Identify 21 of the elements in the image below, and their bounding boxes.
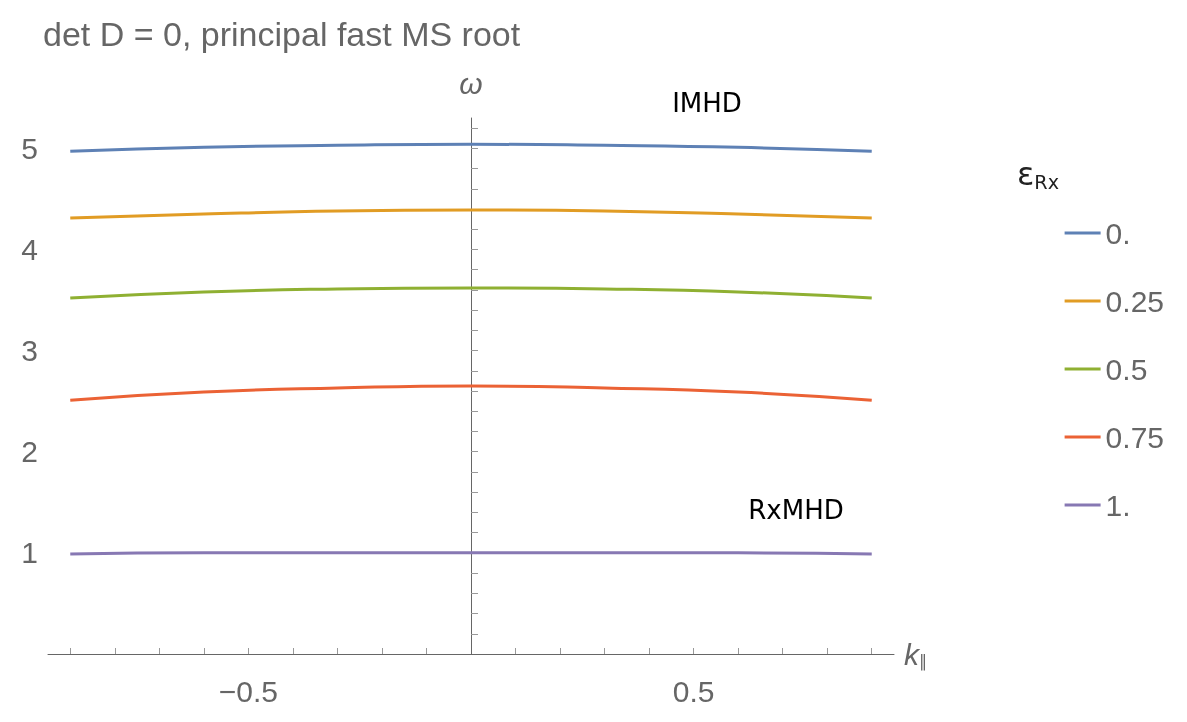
legend-label: 0.75 [1105,420,1164,454]
x-axis-title: k∥ [904,637,928,671]
line-series [68,208,874,220]
y-tick-label: 4 [21,232,38,266]
line-series [68,142,874,153]
legend-label: 0.5 [1105,352,1148,386]
legend-label: 0.25 [1105,284,1164,318]
x-tick-label: −0.5 [218,674,278,708]
legend-label: 0. [1105,216,1131,250]
text: IMHD [672,87,742,118]
y-tick-label: 1 [21,536,38,570]
legend-title: εRx [1017,155,1059,194]
chart-title: det D = 0, principal fast MS root [43,15,521,53]
y-axis-title: ω [459,66,483,100]
y-tick-label: 3 [21,334,38,368]
line-series [68,384,874,402]
y-tick-label: 2 [21,435,38,469]
annotation: RxMHD [748,494,844,525]
y-tick-label: 5 [21,131,38,165]
legend-label: 1. [1105,488,1131,522]
line-series [68,286,874,300]
